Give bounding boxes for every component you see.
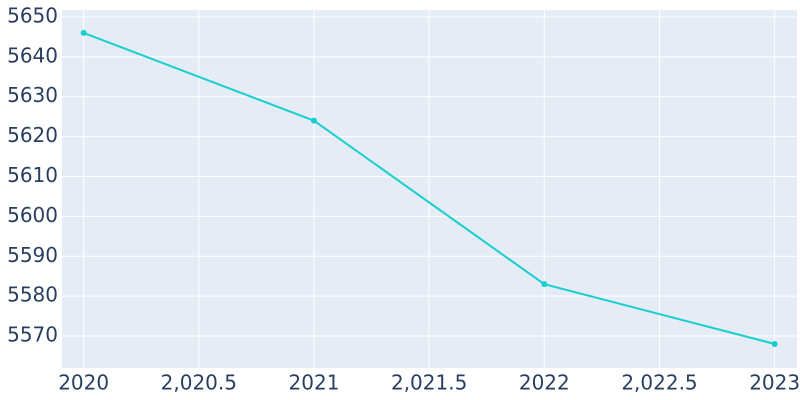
- x-tick-label: 2,021.5: [391, 371, 467, 395]
- x-tick-label: 2021: [289, 371, 340, 395]
- x-tick-label: 2022: [519, 371, 570, 395]
- y-tick-label: 5600: [7, 203, 58, 227]
- x-tick-label: 2023: [749, 371, 800, 395]
- y-tick-label: 5650: [7, 3, 58, 27]
- marker: [541, 281, 548, 288]
- y-tick-label: 5630: [7, 83, 58, 107]
- y-tick-label: 5610: [7, 163, 58, 187]
- y-tick-label: 5590: [7, 243, 58, 267]
- line: [83, 31, 775, 345]
- y-tick-label: 5580: [7, 283, 58, 307]
- marker: [80, 29, 87, 36]
- y-tick-label: 5640: [7, 43, 58, 67]
- y-tick-label: 5620: [7, 123, 58, 147]
- x-tick-label: 2020: [58, 371, 109, 395]
- marker: [771, 340, 778, 347]
- y-tick-label: 5570: [7, 323, 58, 347]
- x-tick-label: 2,020.5: [161, 371, 237, 395]
- marker: [310, 117, 317, 124]
- x-tick-label: 2,022.5: [621, 371, 697, 395]
